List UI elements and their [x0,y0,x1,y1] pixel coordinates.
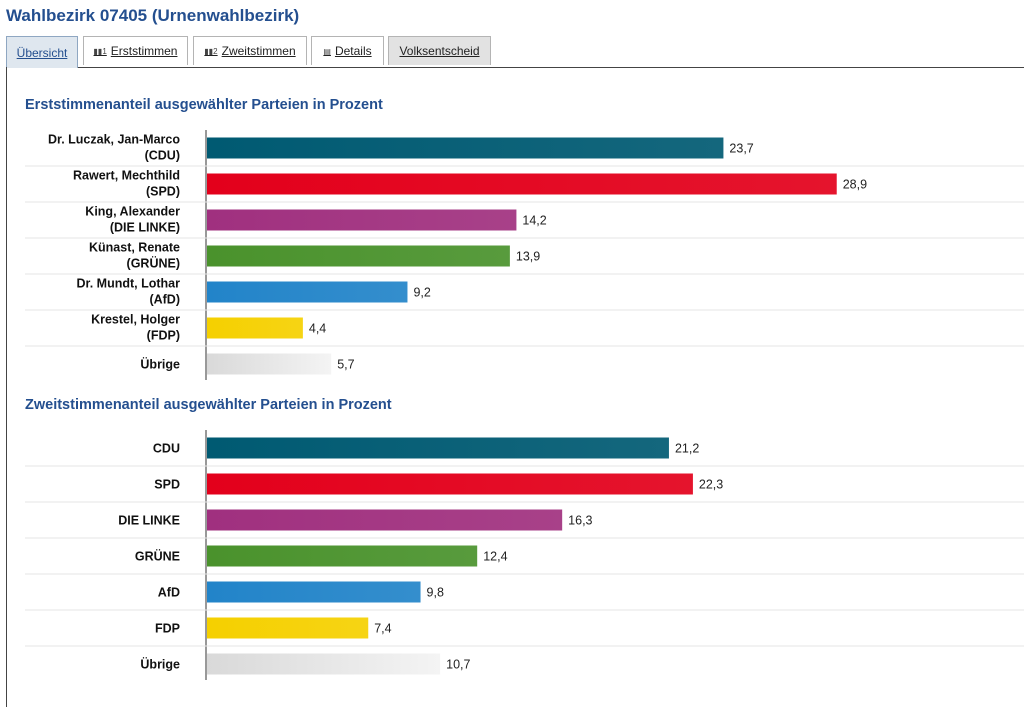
bar [207,353,332,375]
tab-uebersicht[interactable]: Übersicht [6,36,78,68]
bar [207,581,421,603]
category-label-party: (GRÜNE) [127,256,180,271]
bar [207,137,724,159]
tab-volksentscheid[interactable]: Volksentscheid [388,36,491,65]
category-label-party: (FDP) [147,329,180,343]
erststimmen-chart-title: Erststimmenanteil ausgewählter Parteien … [25,97,383,113]
zweitstimmen-chart-title: Zweitstimmenanteil ausgewählter Parteien… [25,397,392,413]
value-label: 21,2 [675,442,699,456]
value-label: 14,2 [522,214,546,228]
category-label: Rawert, Mechthild [73,169,180,183]
bar [207,473,693,495]
value-label: 9,2 [413,286,430,300]
value-label: 4,4 [309,322,326,336]
value-label: 16,3 [568,514,592,528]
table-icon: ▤ [323,46,331,56]
category-label-party: (CDU) [145,149,180,163]
tab-label: Erststimmen [110,44,178,58]
category-label: Übrige [140,357,180,372]
bar [207,509,563,531]
category-label-party: (AfD) [149,293,180,307]
bar-chart-2-icon: ▮▮2 [204,46,218,56]
zweitstimmen-chart: 21,2 CDU 22,3 SPD 16,3 DIE LINKE 12,4 GRÜNE 9,8 A… [25,430,1024,680]
erststimmen-chart: 23,7 Dr. Luczak, Jan-Marco (CDU) 28,9 Rawert… [25,130,1024,380]
value-label: 22,3 [699,478,723,492]
bar [207,281,408,303]
bar [207,437,669,459]
category-label: DIE LINKE [118,514,180,528]
bar [207,245,510,267]
page-title: Wahlbezirk 07405 (Urnenwahlbezirk) [6,6,300,25]
bar-chart-1-icon: ▮▮1 [93,46,107,56]
value-label: 5,7 [337,358,354,372]
tab-label: Volksentscheid [399,44,480,58]
tab-bar: Übersicht ▮▮1 Erststimmen ▮▮2 Zweitstimm… [6,36,1024,68]
category-label: Künast, Renate [89,241,180,255]
bar [207,653,441,675]
value-label: 10,7 [446,658,470,672]
tab-erststimmen[interactable]: ▮▮1 Erststimmen [83,36,188,65]
category-label-party: (SPD) [146,185,180,199]
tab-label: Übersicht [16,45,68,60]
category-label: AfD [158,586,180,600]
category-label: GRÜNE [135,549,180,564]
value-label: 28,9 [843,178,867,192]
bar [207,317,303,339]
category-label: Dr. Mundt, Lothar [77,277,181,291]
bar [207,209,517,231]
value-label: 13,9 [516,250,540,264]
category-label: Krestel, Holger [91,313,180,327]
bar [207,617,369,639]
category-label: CDU [153,442,180,456]
tab-zweitstimmen[interactable]: ▮▮2 Zweitstimmen [193,36,307,65]
value-label: 12,4 [483,550,507,564]
content-border [6,67,7,707]
bar [207,545,478,567]
category-label: Dr. Luczak, Jan-Marco [48,133,180,147]
category-label: SPD [154,478,180,492]
value-label: 9,8 [427,586,444,600]
bar [207,173,837,195]
tab-label: Details [334,44,372,58]
tab-details[interactable]: ▤ Details [311,36,384,65]
value-label: 23,7 [729,142,753,156]
category-label-party: (DIE LINKE) [110,221,180,235]
value-label: 7,4 [374,622,391,636]
tab-label: Zweitstimmen [221,44,296,58]
category-label: King, Alexander [85,205,180,219]
category-label: FDP [155,622,180,636]
category-label: Übrige [140,657,180,672]
